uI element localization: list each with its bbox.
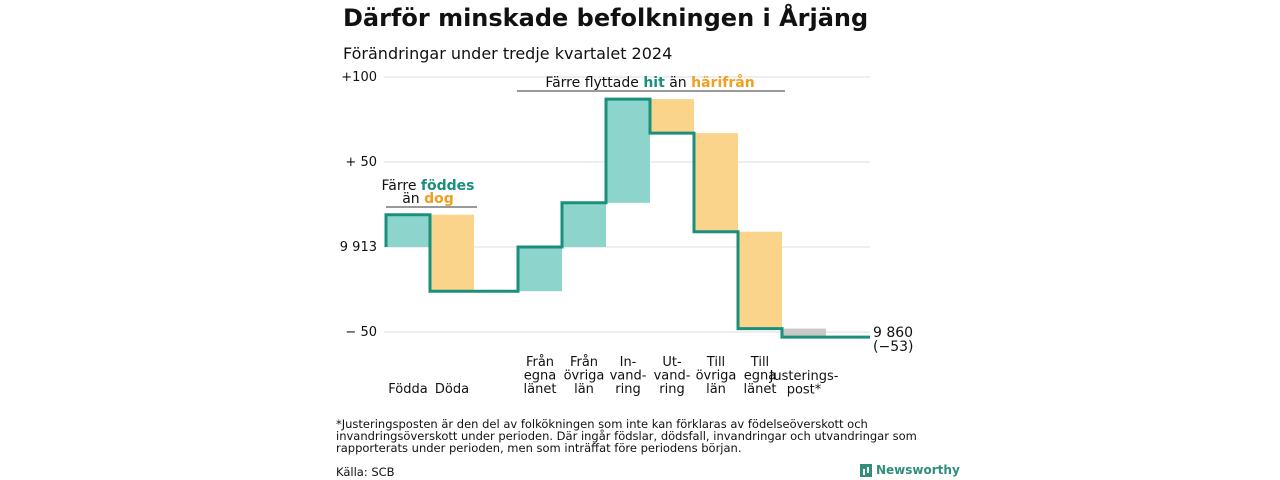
x-axis-labels: Födda DödaFrånegnalänetFrånövrigalänIn-va…: [388, 355, 838, 398]
x-axis-label: Från: [526, 355, 554, 370]
bar-invandring: [607, 99, 650, 203]
x-axis-label: Till: [750, 355, 769, 370]
x-axis-label: In-: [620, 355, 637, 370]
source-note: Källa: SCB: [336, 465, 395, 479]
chart-title: Därför minskade befolkningen i Årjäng: [343, 4, 869, 32]
bars: [387, 99, 826, 338]
bar-justeringspost-: [783, 328, 826, 338]
annotation-births: Färre föddes än dog: [382, 178, 477, 208]
waterfall-chart: +100+ 509 913− 50 Födda DödaFrånegnalänet…: [340, 70, 914, 398]
x-axis-label: Ut-: [662, 355, 682, 370]
x-axis-label: länet: [524, 382, 557, 397]
end-value-label: 9 860: [873, 325, 913, 341]
brand-logo[interactable]: Newsworthy: [860, 463, 960, 477]
x-axis-label: ring: [659, 382, 684, 397]
x-axis-label: övriga: [564, 369, 605, 384]
x-axis-label: övriga: [696, 369, 737, 384]
svg-text:Färre föddes: Färre föddes: [382, 178, 475, 194]
x-axis-label: Födda: [388, 382, 427, 397]
bar-födda: [387, 214, 430, 247]
footnote: *Justeringsposten är den del av folkökni…: [336, 417, 917, 455]
x-axis-label: Från: [570, 355, 598, 370]
end-change-label: (−53): [873, 339, 913, 355]
y-tick-label: + 50: [345, 155, 377, 170]
annotation-moves: Färre flyttade hit än härifrån: [517, 74, 785, 92]
x-axis-label: ring: [615, 382, 640, 397]
y-tick-label: +100: [341, 70, 377, 85]
x-axis-label: egna: [744, 369, 776, 384]
x-axis-label: vand-: [610, 369, 647, 384]
bar-till-egna-länet: [739, 231, 782, 329]
x-axis-label: län: [706, 382, 726, 397]
x-axis-label: Till: [706, 355, 725, 370]
y-tick-label: 9 913: [340, 240, 377, 255]
bar-från-övriga-län: [563, 202, 606, 247]
x-axis-label: Justerings-: [769, 369, 839, 384]
brand-name: Newsworthy: [876, 463, 960, 477]
x-axis-label: post*: [787, 383, 822, 398]
bar-utvandring: [651, 99, 694, 134]
y-axis-ticks: +100 + 50 9 913 − 50: [340, 70, 377, 340]
annotation-births-text-c: än: [402, 191, 424, 207]
x-axis-label: egna: [524, 369, 556, 384]
bar-till-övriga-län: [695, 133, 738, 232]
newsworthy-icon: [860, 463, 872, 477]
annotation-moves-text-b: hit: [643, 75, 665, 91]
annotation-births-text-b: föddes: [421, 178, 475, 194]
bar-döda: [431, 214, 474, 292]
y-tick-label: − 50: [345, 325, 377, 340]
svg-text:Färre flyttade hit än härifrån: Färre flyttade hit än härifrån: [545, 74, 754, 91]
cumulative-step-line: [384, 97, 870, 339]
x-axis-label: län: [574, 382, 594, 397]
chart-subtitle: Förändringar under tredje kvartalet 2024: [343, 44, 673, 63]
annotation-births-text-d: dog: [424, 191, 454, 207]
x-axis-label: Döda: [435, 382, 469, 397]
svg-text:än dog: än dog: [402, 191, 454, 207]
annotation-births-text-a: Färre: [382, 178, 421, 194]
x-axis-label: länet: [744, 382, 777, 397]
annotation-moves-text-a: Färre flyttade: [545, 75, 643, 91]
annotation-moves-text-c: än: [665, 75, 691, 91]
annotation-moves-text-d: härifrån: [691, 74, 755, 91]
x-axis-label: vand-: [654, 369, 691, 384]
bar-från-egna-länet: [519, 247, 562, 292]
